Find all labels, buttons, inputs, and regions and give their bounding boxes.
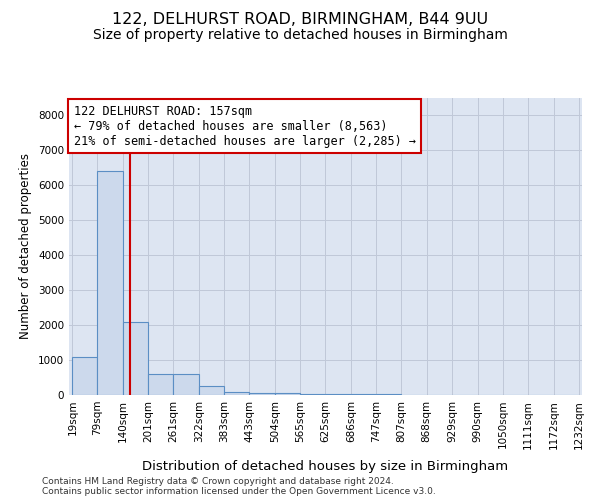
Bar (148, 374, 173, 395)
Text: 122, DELHURST ROAD, BIRMINGHAM, B44 9UU: 122, DELHURST ROAD, BIRMINGHAM, B44 9UU (112, 12, 488, 28)
Bar (250, 392, 275, 395)
Text: Contains public sector information licensed under the Open Government Licence v3: Contains public sector information licen… (42, 487, 436, 496)
Bar (173, 374, 199, 395)
Bar (123, 322, 148, 395)
Bar (325, 394, 351, 395)
Bar (275, 393, 300, 395)
Bar (224, 392, 250, 395)
Bar (300, 394, 325, 395)
X-axis label: Distribution of detached houses by size in Birmingham: Distribution of detached houses by size … (142, 460, 509, 472)
Bar (351, 394, 376, 395)
Bar (73, 356, 97, 395)
Text: Contains HM Land Registry data © Crown copyright and database right 2024.: Contains HM Land Registry data © Crown c… (42, 477, 394, 486)
Text: 122 DELHURST ROAD: 157sqm
← 79% of detached houses are smaller (8,563)
21% of se: 122 DELHURST ROAD: 157sqm ← 79% of detac… (74, 104, 416, 148)
Bar (97, 171, 123, 395)
Y-axis label: Number of detached properties: Number of detached properties (19, 153, 32, 340)
Text: Size of property relative to detached houses in Birmingham: Size of property relative to detached ho… (92, 28, 508, 42)
Bar (376, 394, 401, 395)
Bar (199, 386, 224, 395)
